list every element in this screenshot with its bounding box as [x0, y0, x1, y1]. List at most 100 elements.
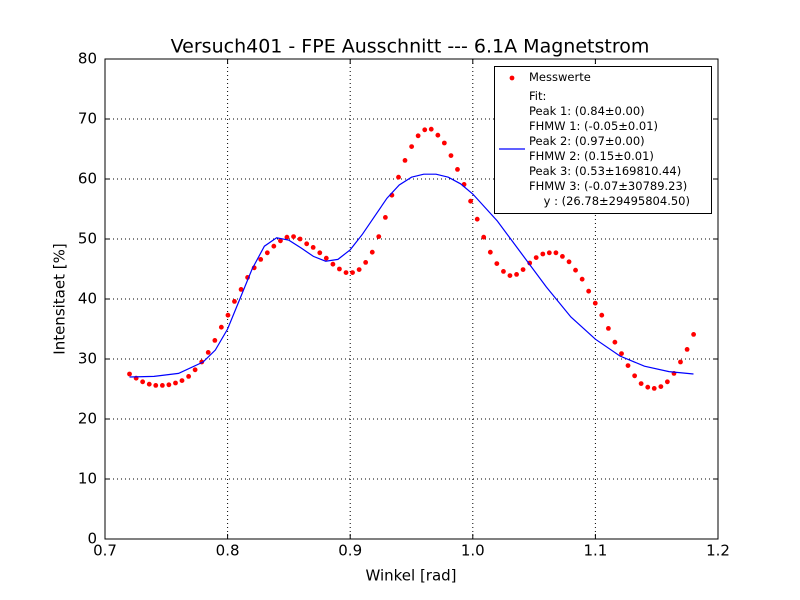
- data-point: [297, 236, 303, 242]
- data-point: [173, 380, 178, 386]
- data-point: [501, 269, 506, 274]
- data-point: [258, 257, 264, 262]
- data-point: [310, 245, 316, 250]
- data-point: [264, 250, 270, 256]
- y-tick-label: 0: [87, 530, 97, 548]
- data-point: [612, 339, 618, 345]
- data-point: [323, 255, 329, 261]
- chart-title: Versuch401 - FPE Ausschnitt --- 6.1A Mag…: [171, 36, 650, 58]
- data-point: [179, 378, 185, 383]
- fit-line: [129, 173, 694, 378]
- data-point: [363, 260, 369, 265]
- legend-marker: [509, 75, 515, 80]
- data-point: [592, 300, 598, 306]
- y-tick-label: 40: [78, 290, 97, 308]
- data-point: [599, 312, 605, 318]
- data-point: [140, 379, 146, 385]
- data-point: [330, 261, 336, 267]
- data-point: [507, 273, 513, 278]
- data-point: [684, 347, 690, 352]
- data-point: [396, 174, 401, 180]
- y-tick-label: 10: [78, 470, 97, 488]
- y-tick-label: 80: [78, 50, 97, 68]
- data-point: [533, 255, 539, 260]
- data-point: [441, 140, 447, 146]
- data-point: [415, 133, 421, 139]
- y-tick-label: 60: [78, 170, 97, 188]
- data-point: [409, 144, 415, 150]
- x-tick-label: 0.7: [93, 542, 117, 560]
- data-point: [619, 351, 624, 356]
- data-point: [638, 381, 644, 386]
- data-point: [691, 332, 697, 337]
- x-tick-label: 0.9: [338, 542, 362, 560]
- data-point: [232, 299, 237, 304]
- data-point: [127, 371, 132, 377]
- data-point: [605, 326, 611, 331]
- data-point: [514, 272, 519, 277]
- x-tick-label: 1.1: [583, 542, 607, 560]
- data-point: [664, 379, 670, 385]
- data-point: [422, 127, 428, 133]
- data-point: [369, 249, 375, 255]
- data-point: [560, 254, 565, 259]
- data-point: [579, 276, 585, 282]
- data-point: [474, 216, 480, 222]
- data-point: [166, 382, 172, 388]
- data-point: [468, 198, 473, 204]
- data-point: [566, 259, 572, 265]
- y-tick-label: 50: [78, 230, 97, 248]
- data-point: [553, 250, 559, 256]
- data-point: [146, 381, 152, 387]
- data-point: [645, 384, 651, 390]
- y-tick-label: 30: [78, 350, 97, 368]
- data-point: [343, 270, 349, 275]
- data-point: [284, 234, 290, 240]
- data-point: [481, 234, 487, 240]
- data-point: [678, 359, 683, 365]
- x-tick-label: 1.2: [706, 542, 730, 560]
- data-point: [382, 215, 388, 220]
- legend-swatch: [499, 148, 525, 150]
- plot-frame: [104, 58, 719, 540]
- data-point: [448, 153, 454, 159]
- data-point: [435, 132, 441, 138]
- legend-swatch: [509, 75, 515, 80]
- data-point: [225, 312, 231, 318]
- data-point: [540, 251, 546, 257]
- legend-label: Messwerte: [529, 70, 591, 84]
- data-point: [573, 267, 578, 273]
- data-point: [350, 270, 355, 275]
- data-point: [527, 260, 533, 266]
- data-point: [651, 386, 657, 391]
- data-point: [278, 238, 283, 244]
- data-point: [317, 250, 323, 256]
- legend-symbol: [495, 74, 529, 82]
- data-point: [238, 287, 244, 292]
- data-point: [186, 374, 192, 379]
- data-point: [337, 266, 342, 272]
- x-axis-label: Winkel [rad]: [365, 567, 456, 585]
- data-point: [212, 338, 218, 343]
- data-point: [291, 234, 296, 240]
- data-point: [356, 267, 362, 272]
- data-point: [546, 250, 552, 256]
- data-point: [520, 267, 526, 272]
- legend-symbol: [495, 145, 529, 153]
- legend-entry: Messwerte: [495, 70, 711, 85]
- data-point: [159, 383, 165, 388]
- y-tick-label: 20: [78, 410, 97, 428]
- data-point: [218, 324, 224, 330]
- data-point: [428, 126, 434, 132]
- data-point: [192, 367, 198, 373]
- x-tick-label: 0.8: [216, 542, 240, 560]
- data-point: [153, 383, 159, 388]
- data-point: [632, 373, 638, 379]
- data-point: [494, 261, 500, 266]
- legend: Messwerte Fit: Peak 1: (0.84±0.00) FHMW 1…: [494, 66, 712, 214]
- x-tick-label: 1.0: [461, 542, 485, 560]
- data-point: [271, 243, 277, 249]
- data-point: [586, 288, 592, 294]
- y-tick-label: 70: [78, 110, 97, 128]
